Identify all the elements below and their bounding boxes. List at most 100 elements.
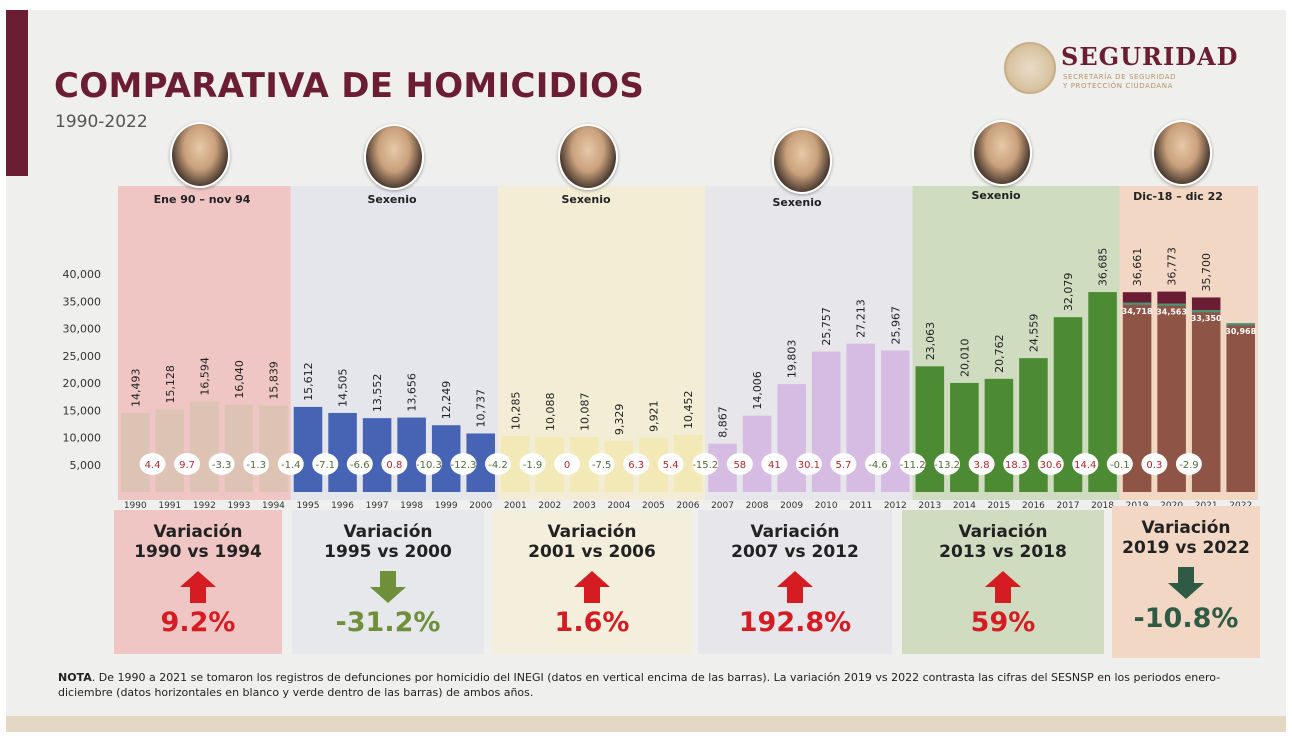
- variation-value: 1.6%: [554, 607, 630, 638]
- change-bubble: [381, 453, 408, 475]
- president-portrait-5: [972, 120, 1032, 186]
- change-bubble: [174, 453, 201, 475]
- period-band: [912, 186, 1120, 500]
- bar-value-label: 27,213: [855, 299, 868, 338]
- change-bubble: [346, 453, 373, 475]
- bar-value-label: 14,505: [337, 368, 350, 407]
- x-tick-label: 2020: [1160, 501, 1183, 510]
- variation-value: -31.2%: [335, 607, 441, 638]
- x-tick-label: 2006: [677, 501, 700, 510]
- change-label: -4.6: [868, 460, 888, 471]
- bar-value-label: 32,079: [1062, 273, 1075, 312]
- footnote-label: NOTA: [58, 671, 92, 684]
- bar-value-label: 36,685: [1097, 248, 1110, 287]
- page-title: COMPARATIVA DE HOMICIDIOS: [54, 66, 645, 106]
- y-tick-label: 5,000: [70, 459, 102, 472]
- x-tick-label: 1991: [158, 501, 181, 510]
- change-bubble: [934, 453, 961, 475]
- change-bubble: [485, 453, 511, 475]
- bar: [224, 404, 254, 492]
- x-tick-label: 2015: [987, 501, 1010, 510]
- variation-card-6: Variación 2019 vs 2022 -10.8%: [1112, 506, 1260, 658]
- change-label: 14.4: [1074, 460, 1096, 471]
- period-label-4: Sexenio: [772, 196, 822, 209]
- president-portrait-4: [772, 128, 832, 194]
- bar: [777, 384, 806, 492]
- bar: [1226, 323, 1255, 492]
- bar: [190, 401, 219, 492]
- bar: [397, 417, 426, 492]
- change-label: -0.1: [1110, 460, 1130, 471]
- y-tick-label: 20,000: [63, 377, 102, 390]
- period-label-1: Ene 90 – nov 94: [153, 193, 251, 206]
- variation-value: 192.8%: [738, 607, 852, 638]
- arrow-down-icon: [1168, 567, 1204, 599]
- y-tick-label: 30,000: [63, 323, 102, 336]
- variation-title-line-1: Variación: [958, 522, 1048, 542]
- variation-value: 9.2%: [160, 607, 236, 638]
- change-label: 41: [768, 460, 781, 471]
- change-label: -7.1: [316, 460, 336, 471]
- period-label-2: Sexenio: [367, 193, 417, 206]
- bar-value-label: 15,839: [267, 361, 280, 400]
- change-bubble: [1072, 453, 1099, 475]
- bar-value-label: 14,006: [751, 371, 764, 410]
- arrow-down-icon: [370, 571, 406, 603]
- bar-value-label: 10,452: [682, 391, 695, 430]
- period-band: [705, 186, 913, 500]
- variation-title: Variación 2001 vs 2006: [492, 522, 692, 562]
- variation-title-line-2: 2013 vs 2018: [939, 542, 1067, 562]
- x-tick-label: 2003: [573, 501, 596, 510]
- x-tick-label: 2012: [884, 501, 907, 510]
- arrow-up-icon: [985, 571, 1021, 603]
- bottom-band: [6, 716, 1286, 732]
- change-label: 4.4: [145, 460, 161, 471]
- x-tick-label: 2004: [607, 501, 630, 510]
- x-tick-label: 2007: [711, 501, 734, 510]
- variation-title-line-1: Variación: [153, 522, 243, 542]
- bar-value-label: 16,594: [198, 357, 211, 396]
- variation-card-2: Variación 1995 vs 2000 -31.2%: [292, 510, 484, 654]
- bar-value-label: 10,285: [509, 391, 522, 430]
- change-label: -1.3: [246, 460, 266, 471]
- bar-value-label: 15,128: [164, 365, 177, 404]
- sesnsp-value-label: 34,563: [1156, 308, 1187, 317]
- x-tick-label: 2018: [1091, 501, 1114, 510]
- bar: [259, 405, 288, 492]
- change-bubble: [1106, 453, 1133, 475]
- change-bubble: [761, 453, 788, 475]
- variation-card-4: Variación 2007 vs 2012 192.8%: [698, 510, 892, 654]
- slide: 40,000 35,000 30,000 25,000 20,000 15,000 10,0…: [6, 10, 1286, 732]
- change-bubble: [588, 453, 615, 475]
- homicide-chart: 40,000 35,000 30,000 25,000 20,000 15,000 10,0…: [63, 186, 1258, 510]
- bar-value-label: 13,656: [406, 373, 419, 412]
- bar-value-label: 15,612: [302, 362, 315, 401]
- change-bubble: [450, 453, 477, 475]
- change-bubble: [726, 453, 753, 475]
- variation-card-1: Variación 1990 vs 1994 9.2%: [114, 510, 282, 654]
- change-bubble: [968, 453, 995, 475]
- change-label: -13.2: [934, 460, 960, 471]
- change-bubble: [795, 453, 822, 475]
- arrow-up-icon: [777, 571, 813, 603]
- arrow-up-icon: [180, 571, 216, 603]
- variation-card-3: Variación 2001 vs 2006 1.6%: [492, 510, 692, 654]
- change-label: 30.6: [1040, 460, 1062, 471]
- variation-title-line-1: Variación: [1141, 518, 1231, 538]
- bar-value-label: 10,737: [475, 389, 488, 428]
- bar: [293, 406, 323, 492]
- change-label: 0.3: [1146, 460, 1162, 471]
- brand-subtitle-line-2: Y PROTECCIÓN CIUDADANA: [1063, 82, 1174, 90]
- bar-value-label: 14,493: [129, 369, 142, 408]
- brand-name: SEGURIDAD: [1061, 42, 1239, 71]
- change-label: -7.5: [592, 460, 612, 471]
- change-label: 5.7: [836, 460, 852, 471]
- change-bubble: [657, 453, 684, 475]
- change-label: 0.8: [386, 460, 402, 471]
- bar-value-label: 35,700: [1200, 253, 1213, 292]
- variation-title: Variación 2013 vs 2018: [902, 522, 1104, 562]
- x-tick-label: 1993: [227, 501, 250, 510]
- change-label: -12.3: [451, 460, 477, 471]
- bar-value-label: 10,087: [578, 393, 591, 432]
- change-bubble: [415, 453, 442, 475]
